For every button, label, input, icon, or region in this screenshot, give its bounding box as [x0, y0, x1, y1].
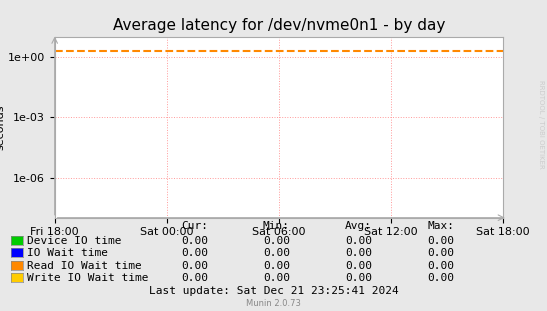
Text: 0.00: 0.00 — [427, 236, 454, 246]
Text: 0.00: 0.00 — [263, 273, 290, 283]
Text: 0.00: 0.00 — [427, 261, 454, 271]
Text: 0.00: 0.00 — [345, 261, 372, 271]
Text: 0.00: 0.00 — [427, 273, 454, 283]
Y-axis label: seconds: seconds — [0, 105, 5, 150]
Text: 0.00: 0.00 — [181, 261, 208, 271]
Text: RRDTOOL / TOBI OETIKER: RRDTOOL / TOBI OETIKER — [538, 80, 544, 169]
Title: Average latency for /dev/nvme0n1 - by day: Average latency for /dev/nvme0n1 - by da… — [113, 18, 445, 33]
Text: Last update: Sat Dec 21 23:25:41 2024: Last update: Sat Dec 21 23:25:41 2024 — [149, 286, 398, 296]
Text: Munin 2.0.73: Munin 2.0.73 — [246, 299, 301, 308]
Text: 0.00: 0.00 — [263, 248, 290, 258]
Text: 0.00: 0.00 — [345, 273, 372, 283]
Text: 0.00: 0.00 — [181, 248, 208, 258]
Text: Cur:: Cur: — [181, 220, 208, 230]
Text: Avg:: Avg: — [345, 220, 372, 230]
Text: 0.00: 0.00 — [263, 261, 290, 271]
Text: 0.00: 0.00 — [345, 248, 372, 258]
Text: 0.00: 0.00 — [427, 248, 454, 258]
Text: Read IO Wait time: Read IO Wait time — [27, 261, 142, 271]
Text: 0.00: 0.00 — [181, 236, 208, 246]
Text: 0.00: 0.00 — [263, 236, 290, 246]
Text: Device IO time: Device IO time — [27, 236, 122, 246]
Text: Write IO Wait time: Write IO Wait time — [27, 273, 149, 283]
Text: 0.00: 0.00 — [345, 236, 372, 246]
Text: IO Wait time: IO Wait time — [27, 248, 108, 258]
Text: Max:: Max: — [427, 220, 454, 230]
Text: 0.00: 0.00 — [181, 273, 208, 283]
Text: Min:: Min: — [263, 220, 290, 230]
